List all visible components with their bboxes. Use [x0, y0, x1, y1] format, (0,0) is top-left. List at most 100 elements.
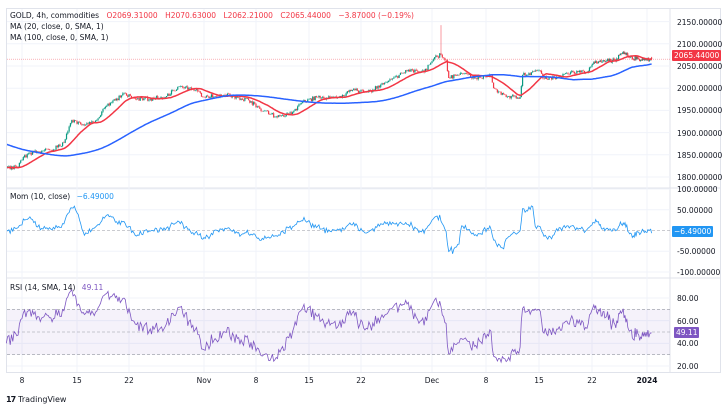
candle-body [198, 91, 200, 92]
candle-body [175, 89, 178, 91]
candle-body [563, 74, 565, 75]
candle-body [638, 58, 640, 59]
mom-value: −6.49000 [76, 192, 114, 201]
candle-body [104, 106, 107, 109]
candle-body [632, 59, 634, 60]
candle-body [591, 64, 593, 67]
candle-body [629, 56, 632, 58]
candle-body [247, 98, 250, 101]
candle-body [544, 76, 546, 79]
candle-body [468, 74, 470, 75]
time-tick-label: 8 [253, 376, 259, 385]
candle-body [621, 53, 623, 55]
candle-body [386, 81, 388, 83]
candle-body [633, 59, 635, 61]
candle-body [18, 162, 20, 168]
time-tick-label: 22 [356, 376, 366, 385]
candle-body [499, 91, 501, 93]
candle-body [607, 59, 610, 61]
candle-body [281, 114, 284, 116]
candle-body [617, 54, 620, 60]
candle-body [268, 111, 270, 115]
candle-body [518, 97, 520, 99]
candle-body [606, 60, 608, 62]
candle-body [407, 69, 409, 71]
rsi-tick-label: 80.00 [677, 294, 699, 303]
rsi-label: RSI (14, SMA, 14) [10, 283, 76, 292]
candle-body [476, 77, 478, 80]
candle-body [639, 60, 642, 62]
candle-body [453, 74, 455, 79]
candle-body [514, 95, 516, 97]
candle-body [455, 75, 458, 76]
candle-body [61, 142, 64, 147]
candle-body [278, 115, 280, 118]
candle-body [344, 95, 346, 97]
candle-body [530, 72, 533, 76]
candle-body [525, 75, 527, 76]
candle-body [515, 95, 517, 99]
candle-body [576, 71, 578, 74]
candle-body [195, 89, 198, 90]
symbol-label: GOLD, 4h, commodities [10, 11, 100, 20]
candle-body [361, 89, 363, 91]
price-tick-label: 1800.00000 [677, 173, 723, 182]
candle-body [239, 97, 241, 100]
candle-body [534, 70, 536, 72]
candle-body [378, 85, 381, 88]
candle-body [590, 66, 592, 68]
candle-body [454, 74, 456, 76]
time-tick-label: 15 [304, 376, 314, 385]
candle-body [637, 56, 639, 59]
candle-body [63, 142, 65, 144]
candle-body [532, 71, 534, 73]
candle-body [568, 73, 570, 75]
tradingview-logo[interactable]: 17 TradingView [6, 395, 66, 404]
candle-body [44, 148, 47, 151]
candle-body [604, 60, 606, 62]
candle-body [114, 99, 116, 101]
candle-body [143, 98, 145, 101]
rsi-legend[interactable]: RSI (14, SMA, 14) 49.11 [10, 283, 103, 292]
candle-body [422, 70, 424, 72]
candle-body [501, 93, 504, 95]
candle-body [80, 122, 82, 125]
ohlc-open: O2069.31000 [106, 11, 158, 20]
candle-body [289, 112, 291, 114]
candle-body [200, 93, 203, 97]
candle-body [466, 72, 468, 74]
candle-body [377, 85, 379, 89]
candle-body [352, 89, 355, 90]
candle-body [608, 59, 611, 61]
candle-body [430, 63, 432, 65]
candle-body [179, 86, 181, 87]
candle-body [450, 75, 452, 79]
candle-body [619, 53, 622, 55]
candle-body [523, 73, 525, 75]
price-tick-label: 2100.00000 [677, 40, 723, 49]
candle-body [363, 90, 365, 92]
candle-body [304, 100, 306, 102]
ma20-legend[interactable]: MA (20, close, 0, SMA, 1) [10, 22, 104, 31]
candle-body [257, 106, 260, 107]
mom-legend[interactable]: Mom (10, close) −6.49000 [10, 192, 114, 201]
candle-body [308, 99, 310, 100]
candle-body [323, 96, 325, 99]
candle-body [394, 76, 396, 78]
candle-body [505, 94, 507, 98]
candle-body [173, 90, 175, 91]
candle-body [172, 90, 174, 91]
candle-body [107, 103, 109, 107]
candle-body [448, 70, 450, 78]
candle-body [322, 96, 324, 98]
candle-body [360, 89, 362, 92]
ma100-legend[interactable]: MA (100, close, 0, SMA, 1) [10, 33, 109, 42]
candle-body [624, 52, 626, 55]
candle-body [566, 73, 568, 74]
candle-body [491, 74, 493, 83]
candle-body [464, 72, 467, 74]
candle-body [477, 76, 479, 80]
candle-body [442, 57, 445, 58]
price-tick-label: 2150.00000 [677, 18, 723, 27]
